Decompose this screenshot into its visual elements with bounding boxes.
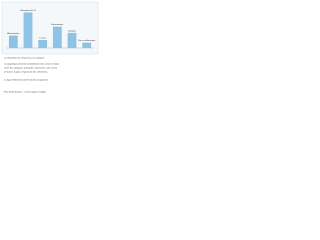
caption: La répartition des dépenses par catégori… (4, 57, 45, 60)
paragraph: selon les catégories principales observé… (4, 67, 58, 70)
bar-label: Alimentation (7, 32, 20, 35)
bar (82, 42, 92, 48)
bar (23, 12, 33, 49)
footer: Plus d'informations : voir le rapport co… (4, 91, 46, 94)
paragraph: Ce graphique présente la distribution de… (4, 63, 60, 66)
bar-label: Informatique (51, 23, 64, 26)
page: Alimentation Vêtements 40 % Loisirs Informa… (1, 1, 99, 94)
figure: Alimentation Vêtements 40 % Loisirs Informa… (6, 9, 96, 49)
bar-label: Vêtements 40 % (20, 9, 36, 12)
bar (52, 26, 62, 48)
bar-label: Voyages (68, 30, 77, 32)
bar (67, 32, 77, 48)
figure-frame (1, 1, 99, 55)
bar (8, 35, 18, 48)
bar-label: Loisirs (40, 37, 47, 40)
bar (38, 40, 48, 48)
bar-label: Pour certifications (78, 39, 96, 42)
paragraph: et montre la place importante des vêteme… (4, 71, 48, 74)
note: La ligne Vêtements (40 %) domine largeme… (4, 79, 48, 82)
